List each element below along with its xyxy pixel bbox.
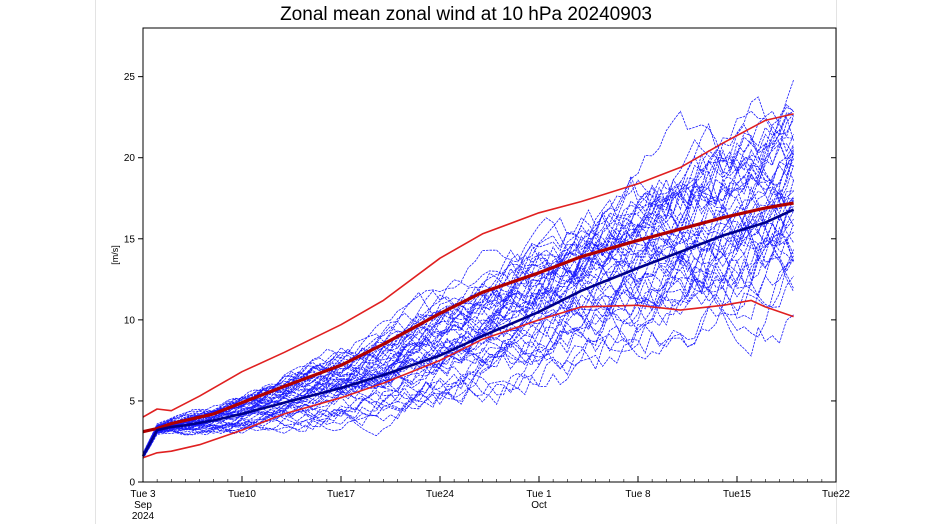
y-tick-label: 0 [129,478,135,489]
x-tick-label: Tue10 [228,489,256,500]
ensemble-member-line [142,165,794,455]
ensemble-member-line [142,190,794,455]
x-tick-year-label: 2024 [132,511,155,522]
ensemble-member-line [142,116,794,456]
ensemble-member-line [142,110,794,457]
chart-title: Zonal mean zonal wind at 10 hPa 20240903 [280,4,652,25]
ensemble-member-line [142,179,794,458]
ensemble-member-line [142,144,794,455]
y-tick-label: 20 [124,153,136,164]
ensemble-member-line [142,206,794,457]
ensemble-member-line [142,249,794,458]
ensemble-member-line [142,275,794,459]
x-tick-label: Tue24 [426,489,454,500]
x-tick-label: Tue 3 [130,489,156,500]
ensemble-member-line [142,110,794,456]
y-tick-label: 10 [124,315,136,326]
y-tick-label: 15 [124,234,136,245]
ensemble-member-lines [142,79,794,460]
ensemble-member-line [142,177,794,456]
ensemble-member-line [142,199,794,457]
x-tick-label: Tue 1 [526,489,552,500]
ensemble-mean-line [141,208,795,457]
ensemble-member-line [142,305,794,458]
climatology-mean-line [142,201,794,434]
ensemble-member-line [142,210,794,457]
ensemble-member-line [142,223,794,458]
x-tick-label: Tue15 [723,489,751,500]
ensemble-member-line [142,181,794,456]
ensemble-member-line [142,199,794,456]
x-tick-label: Tue22 [822,489,850,500]
climatology-lower-line [142,299,794,459]
ensemble-member-line [142,151,794,454]
figure-frame [95,0,837,524]
ensemble-member-line [142,158,794,456]
climatology-lines [141,113,795,459]
x-tick-label: Tue 8 [625,489,651,500]
ensemble-member-line [142,79,794,455]
x-tick-label: Tue17 [327,489,355,500]
ensemble-member-line [142,129,794,454]
y-tick-label: 25 [124,72,136,83]
climatology-upper-line [142,113,794,418]
ensemble-member-line [142,194,794,456]
ensemble-member-line [142,215,794,457]
ensemble-member-line [142,214,794,457]
y-tick-label: 5 [129,396,135,407]
x-tick-month-label: Sep [134,500,152,511]
ensemble-member-line [142,255,794,458]
plot-border [142,27,837,483]
ensemble-member-line [142,251,794,458]
y-axis-label: [m/s] [110,245,120,265]
ensemble-member-line [142,153,794,456]
ensemble-member-line [142,234,794,457]
ensemble-member-line [142,252,794,458]
x-tick-month-label: Oct [531,500,547,511]
ensemble-member-line [142,219,794,459]
ensemble-member-line [142,158,794,456]
